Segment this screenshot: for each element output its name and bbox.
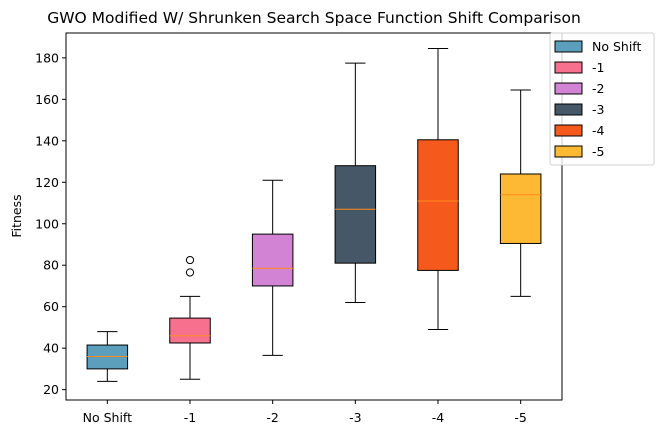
plot-frame	[65, 32, 563, 401]
box	[169, 317, 211, 344]
chart-title: GWO Modified W/ Shrunken Search Space Fu…	[47, 9, 581, 27]
y-tick-label: 60	[43, 299, 59, 314]
legend-item-6: -5	[554, 144, 604, 159]
box-group-4	[334, 62, 377, 304]
box-group-5	[417, 48, 459, 331]
y-tick-label: 40	[43, 341, 59, 356]
box	[334, 165, 377, 264]
box-group-2	[169, 255, 211, 380]
box	[499, 173, 542, 244]
y-tick-label: 20	[43, 382, 59, 397]
legend-swatch	[554, 145, 583, 158]
legend-swatch	[554, 61, 583, 74]
legend-item-2: -1	[554, 60, 604, 75]
box	[251, 233, 294, 287]
y-tick-label: 180	[35, 50, 59, 65]
legend-label: -1	[592, 60, 604, 75]
y-tick-label: 160	[35, 92, 59, 107]
x-tick-label: -4	[432, 410, 445, 425]
outlier-point	[185, 268, 195, 277]
box-group-3	[251, 179, 294, 356]
legend-swatch	[554, 40, 583, 53]
x-tick-label: -2	[266, 410, 278, 425]
y-axis-label: Fitness	[9, 194, 24, 237]
x-tick-label: No Shift	[83, 410, 132, 425]
x-tick-label: -1	[184, 410, 196, 425]
box	[417, 139, 459, 271]
box-group-6	[499, 89, 542, 297]
box-group-1	[86, 331, 129, 382]
legend-label: -2	[592, 81, 604, 96]
legend: No Shift -1 -2 -3 -4 -5	[549, 32, 655, 166]
y-tick-label: 140	[35, 133, 59, 148]
legend-label: -5	[592, 144, 604, 159]
legend-item-4: -3	[554, 102, 604, 117]
legend-label: No Shift	[592, 39, 641, 54]
legend-label: -3	[592, 102, 604, 117]
legend-item-5: -4	[554, 123, 605, 138]
legend-swatch	[554, 124, 583, 137]
x-tick-label: -3	[349, 410, 361, 425]
x-tick-label: -5	[514, 410, 526, 425]
legend-item-3: -2	[554, 81, 604, 96]
y-tick-label: 80	[43, 258, 59, 273]
y-tick-label: 100	[35, 216, 59, 231]
legend-label: -4	[592, 123, 605, 138]
plot-area	[86, 48, 542, 382]
y-tick-label: 120	[35, 175, 59, 190]
axes: 20 40 60 80 100 120 140 160 180 No Shift -1 -2 -3 -4 -…	[35, 50, 527, 425]
legend-swatch	[554, 103, 583, 116]
legend-item-1: No Shift	[554, 39, 641, 54]
legend-swatch	[554, 82, 583, 95]
box	[86, 344, 129, 370]
outlier-point	[185, 255, 195, 265]
